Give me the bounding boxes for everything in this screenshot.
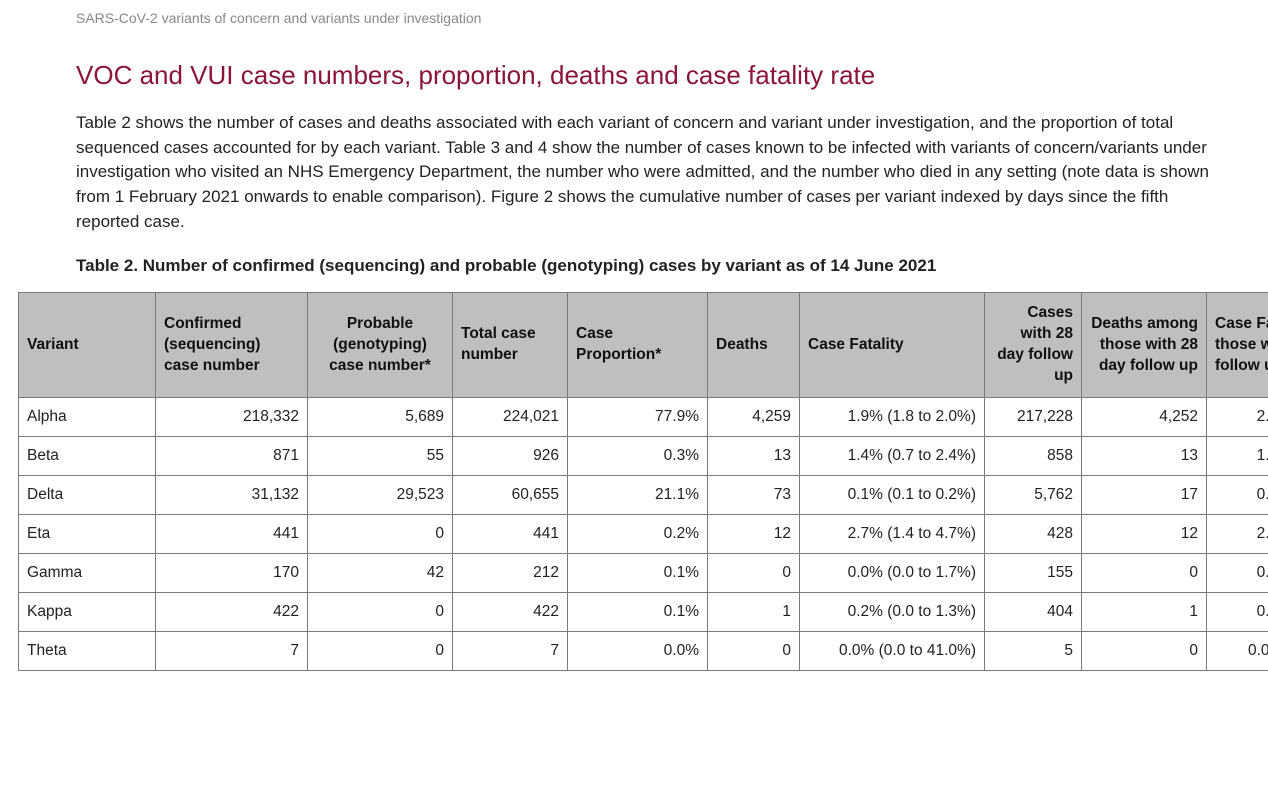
table-header-cell: Case Fatality xyxy=(800,293,985,398)
table-cell-variant: Alpha xyxy=(19,397,156,436)
table-row: Beta871559260.3%131.4% (0.7 to 2.4%)8581… xyxy=(19,436,1268,475)
table-cell-variant: Eta xyxy=(19,514,156,553)
table-cell-total: 60,655 xyxy=(453,475,568,514)
table-header-cell: Variant xyxy=(19,293,156,398)
variant-table: VariantConfirmed (sequencing) case numbe… xyxy=(18,292,1268,671)
table-cell-deaths: 4,259 xyxy=(708,397,800,436)
table-cell-deaths: 0 xyxy=(708,553,800,592)
page-title: VOC and VUI case numbers, proportion, de… xyxy=(10,60,1268,91)
table-cell-probable: 5,689 xyxy=(308,397,453,436)
table-cell-cfrf: 1.5% (0.8 to 2.6%) xyxy=(1207,436,1268,475)
table-cell-total: 224,021 xyxy=(453,397,568,436)
table-cell-confirmed: 871 xyxy=(156,436,308,475)
table-cell-dfollow: 0 xyxy=(1082,553,1207,592)
table-cell-probable: 0 xyxy=(308,631,453,670)
table-row: Alpha218,3325,689224,02177.9%4,2591.9% (… xyxy=(19,397,1268,436)
table-cell-confirmed: 170 xyxy=(156,553,308,592)
intro-paragraph: Table 2 shows the number of cases and de… xyxy=(10,111,1268,234)
table-cell-probable: 42 xyxy=(308,553,453,592)
table-cell-follow: 404 xyxy=(985,592,1082,631)
table-header-cell: Cases with 28 day follow up xyxy=(985,293,1082,398)
table-cell-total: 422 xyxy=(453,592,568,631)
table-cell-follow: 5 xyxy=(985,631,1082,670)
table-cell-dfollow: 17 xyxy=(1082,475,1207,514)
table-cell-prop: 0.1% xyxy=(568,553,708,592)
table-cell-variant: Kappa xyxy=(19,592,156,631)
table-cell-cfr: 2.7% (1.4 to 4.7%) xyxy=(800,514,985,553)
table-cell-cfrf: 0.2% (0.0 to 1.4%) xyxy=(1207,592,1268,631)
table-cell-cfr: 0.2% (0.0 to 1.3%) xyxy=(800,592,985,631)
table-cell-prop: 0.3% xyxy=(568,436,708,475)
table-cell-confirmed: 218,332 xyxy=(156,397,308,436)
table-cell-cfr: 0.0% (0.0 to 1.7%) xyxy=(800,553,985,592)
table-cell-prop: 21.1% xyxy=(568,475,708,514)
table-cell-confirmed: 422 xyxy=(156,592,308,631)
table-row: Delta31,13229,52360,65521.1%730.1% (0.1 … xyxy=(19,475,1268,514)
table-header-cell: Case Proportion* xyxy=(568,293,708,398)
table-cell-confirmed: 7 xyxy=(156,631,308,670)
table-cell-dfollow: 1 xyxy=(1082,592,1207,631)
table-cell-deaths: 1 xyxy=(708,592,800,631)
table-caption: Table 2. Number of confirmed (sequencing… xyxy=(10,256,1268,276)
table-cell-probable: 0 xyxy=(308,514,453,553)
table-row: Theta7070.0%00.0% (0.0 to 41.0%)500.0% (… xyxy=(19,631,1268,670)
table-cell-follow: 428 xyxy=(985,514,1082,553)
table-cell-confirmed: 31,132 xyxy=(156,475,308,514)
table-cell-probable: 55 xyxy=(308,436,453,475)
page-subheader: SARS-CoV-2 variants of concern and varia… xyxy=(10,10,1268,26)
table-header-cell: Deaths among those with 28 day follow up xyxy=(1082,293,1207,398)
table-cell-confirmed: 441 xyxy=(156,514,308,553)
table-row: Gamma170422120.1%00.0% (0.0 to 1.7%)1550… xyxy=(19,553,1268,592)
table-header-cell: Deaths xyxy=(708,293,800,398)
table-cell-deaths: 73 xyxy=(708,475,800,514)
table-cell-cfr: 1.4% (0.7 to 2.4%) xyxy=(800,436,985,475)
table-cell-cfrf: 0.0% (0.0 to 2.4%) xyxy=(1207,553,1268,592)
table-cell-follow: 5,762 xyxy=(985,475,1082,514)
table-cell-variant: Beta xyxy=(19,436,156,475)
table-cell-follow: 858 xyxy=(985,436,1082,475)
table-header-cell: Probable (genotyping) case number* xyxy=(308,293,453,398)
table-cell-cfrf: 0.0% (0.0 to 52.2%) xyxy=(1207,631,1268,670)
table-cell-probable: 29,523 xyxy=(308,475,453,514)
table-cell-dfollow: 12 xyxy=(1082,514,1207,553)
table-cell-deaths: 0 xyxy=(708,631,800,670)
table-cell-follow: 155 xyxy=(985,553,1082,592)
table-cell-prop: 0.0% xyxy=(568,631,708,670)
table-header-cell: Confirmed (sequencing) case number xyxy=(156,293,308,398)
table-cell-prop: 0.2% xyxy=(568,514,708,553)
table-cell-cfr: 1.9% (1.8 to 2.0%) xyxy=(800,397,985,436)
table-header-cell: Total case number xyxy=(453,293,568,398)
table-header-row: VariantConfirmed (sequencing) case numbe… xyxy=(19,293,1268,398)
table-cell-cfrf: 2.8% (1.5 to 4.8%) xyxy=(1207,514,1268,553)
table-cell-total: 441 xyxy=(453,514,568,553)
table-cell-cfrf: 0.3% (0.2 to 0.5%) xyxy=(1207,475,1268,514)
page-container: SARS-CoV-2 variants of concern and varia… xyxy=(0,0,1268,711)
table-cell-prop: 0.1% xyxy=(568,592,708,631)
table-cell-cfr: 0.0% (0.0 to 41.0%) xyxy=(800,631,985,670)
table-cell-cfrf: 2.0% (1.9 to 2.0%) xyxy=(1207,397,1268,436)
table-cell-variant: Delta xyxy=(19,475,156,514)
table-cell-variant: Gamma xyxy=(19,553,156,592)
table-cell-follow: 217,228 xyxy=(985,397,1082,436)
table-cell-total: 7 xyxy=(453,631,568,670)
table-cell-deaths: 13 xyxy=(708,436,800,475)
table-row: Kappa42204220.1%10.2% (0.0 to 1.3%)40410… xyxy=(19,592,1268,631)
table-cell-total: 212 xyxy=(453,553,568,592)
table-cell-dfollow: 13 xyxy=(1082,436,1207,475)
table-cell-deaths: 12 xyxy=(708,514,800,553)
table-row: Eta44104410.2%122.7% (1.4 to 4.7%)428122… xyxy=(19,514,1268,553)
table-head: VariantConfirmed (sequencing) case numbe… xyxy=(19,293,1268,398)
table-header-cell: Case Fatality among those with 28 day fo… xyxy=(1207,293,1268,398)
table-cell-variant: Theta xyxy=(19,631,156,670)
table-cell-prop: 77.9% xyxy=(568,397,708,436)
table-body: Alpha218,3325,689224,02177.9%4,2591.9% (… xyxy=(19,397,1268,670)
table-cell-dfollow: 0 xyxy=(1082,631,1207,670)
table-cell-total: 926 xyxy=(453,436,568,475)
table-cell-cfr: 0.1% (0.1 to 0.2%) xyxy=(800,475,985,514)
table-cell-dfollow: 4,252 xyxy=(1082,397,1207,436)
table-cell-probable: 0 xyxy=(308,592,453,631)
